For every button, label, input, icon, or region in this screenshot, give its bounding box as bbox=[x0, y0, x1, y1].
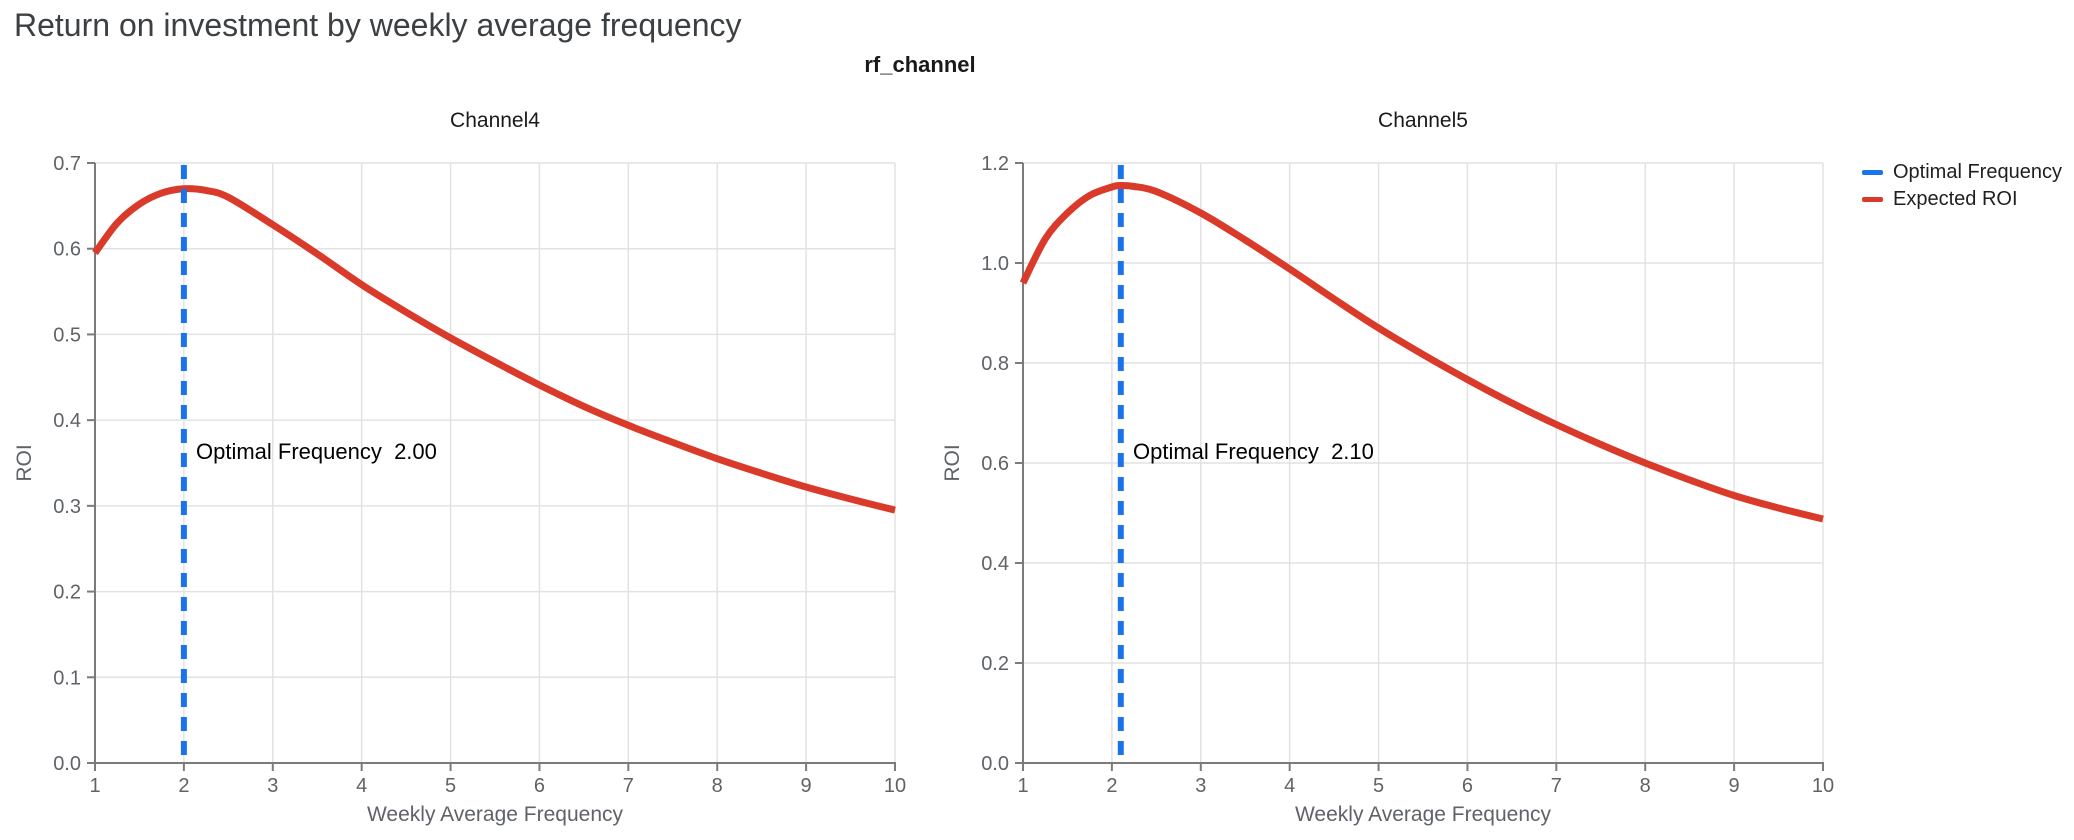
x-tick-label: 2 bbox=[178, 775, 189, 797]
y-tick-label: 0.6 bbox=[981, 453, 1009, 475]
y-tick-label: 1.2 bbox=[981, 153, 1009, 175]
x-tick-label: 3 bbox=[1195, 775, 1206, 797]
legend-item-optimal-frequency: Optimal Frequency bbox=[1862, 159, 2062, 186]
legend-label: Optimal Frequency bbox=[1893, 161, 2062, 183]
x-tick-label: 6 bbox=[1462, 775, 1473, 797]
y-tick-label: 0.8 bbox=[981, 353, 1009, 375]
y-axis-title-right: ROI bbox=[941, 444, 964, 482]
x-tick-label: 6 bbox=[534, 775, 545, 797]
facet-title: rf_channel bbox=[864, 52, 976, 77]
x-tick-label: 4 bbox=[1284, 775, 1295, 797]
optimal-frequency-swatch-icon bbox=[1862, 170, 1883, 175]
legend-label: Expected ROI bbox=[1893, 188, 2018, 210]
y-tick-label: 0.3 bbox=[53, 496, 81, 518]
y-tick-label: 0.4 bbox=[981, 553, 1009, 575]
optimal-frequency-annotation-channel5: Optimal Frequency 2.10 bbox=[1133, 439, 1374, 464]
x-tick-label: 10 bbox=[884, 775, 906, 797]
x-tick-label: 8 bbox=[712, 775, 723, 797]
x-axis-title-right: Weekly Average Frequency bbox=[1294, 803, 1552, 826]
y-tick-label: 0.2 bbox=[53, 582, 81, 604]
chart-title: Return on investment by weekly average f… bbox=[14, 7, 742, 43]
y-tick-label: 0.7 bbox=[53, 153, 81, 175]
y-tick-label: 1.0 bbox=[981, 253, 1009, 275]
y-tick-label: 0.5 bbox=[53, 324, 81, 346]
panel-title-channel5: Channel5 bbox=[1378, 109, 1468, 132]
y-tick-label: 0.0 bbox=[981, 753, 1009, 775]
x-tick-label: 4 bbox=[356, 775, 367, 797]
x-tick-label: 1 bbox=[89, 775, 100, 797]
y-axis-title-left: ROI bbox=[13, 444, 36, 482]
x-tick-label: 2 bbox=[1106, 775, 1117, 797]
x-tick-label: 7 bbox=[623, 775, 634, 797]
optimal-frequency-annotation-channel4: Optimal Frequency 2.00 bbox=[196, 439, 437, 464]
panel-title-channel4: Channel4 bbox=[450, 109, 540, 132]
chart-legend: Optimal Frequency Expected ROI bbox=[1862, 159, 2062, 213]
y-tick-label: 0.1 bbox=[53, 667, 81, 689]
y-tick-label: 0.0 bbox=[53, 753, 81, 775]
y-tick-label: 0.4 bbox=[53, 410, 81, 432]
x-tick-label: 10 bbox=[1812, 775, 1834, 797]
expected-roi-curve bbox=[92, 185, 896, 514]
x-tick-label: 1 bbox=[1017, 775, 1028, 797]
y-tick-label: 0.6 bbox=[53, 239, 81, 261]
x-tick-label: 5 bbox=[1373, 775, 1384, 797]
x-tick-label: 8 bbox=[1640, 775, 1651, 797]
legend-item-expected-roi: Expected ROI bbox=[1862, 186, 2062, 213]
x-tick-label: 3 bbox=[267, 775, 278, 797]
expected-roi-curve bbox=[1019, 181, 1824, 523]
x-tick-label: 7 bbox=[1551, 775, 1562, 797]
y-tick-label: 0.2 bbox=[981, 653, 1009, 675]
x-tick-label: 9 bbox=[1729, 775, 1740, 797]
x-tick-label: 9 bbox=[801, 775, 812, 797]
expected-roi-swatch-icon bbox=[1862, 197, 1883, 202]
x-tick-label: 5 bbox=[445, 775, 456, 797]
x-axis-title-left: Weekly Average Frequency bbox=[366, 803, 624, 826]
